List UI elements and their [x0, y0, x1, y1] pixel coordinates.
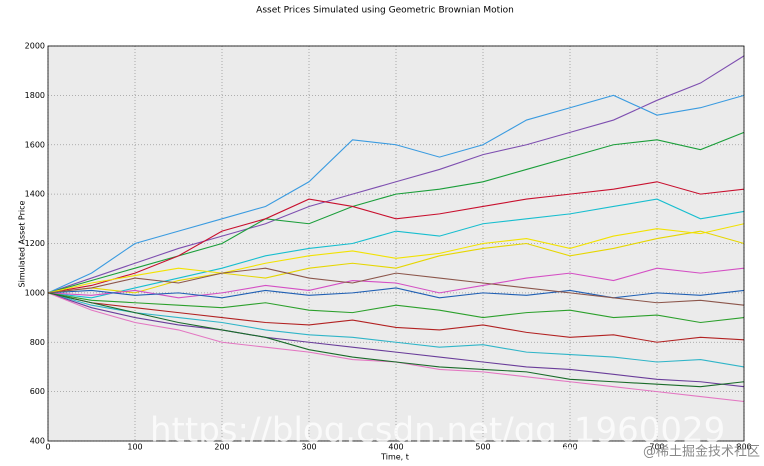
x-tick-label: 100: [127, 443, 142, 452]
price-path: [47, 292, 745, 324]
price-path: [47, 292, 745, 388]
price-path: [47, 181, 745, 294]
y-tick-label: 1200: [25, 239, 45, 248]
y-tick-label: 2000: [25, 42, 45, 51]
x-tick-label: 500: [475, 443, 490, 452]
watermark: https://blog.csdn.net/qq_1960029: [150, 411, 725, 451]
x-axis-label: Time, t: [380, 453, 409, 462]
y-tick-label: 600: [30, 387, 45, 396]
price-path: [47, 223, 745, 294]
plot-frame: [47, 45, 745, 442]
price-path: [47, 292, 745, 343]
y-axis-label: Simulated Asset Price: [18, 200, 27, 287]
watermark: @稀土掘金技术社区: [643, 444, 760, 460]
price-path: [47, 292, 745, 368]
x-tick-label: 300: [301, 443, 316, 452]
y-tick-label: 400: [30, 437, 45, 446]
y-tick-label: 1600: [25, 140, 45, 149]
x-tick-label: 200: [214, 443, 229, 452]
x-tick-label: 700: [649, 443, 664, 452]
y-tick-label: 1000: [25, 288, 45, 297]
price-path: [47, 267, 745, 299]
y-tick-label: 1800: [25, 91, 45, 100]
price-path: [47, 94, 745, 294]
price-path: [47, 230, 745, 294]
y-tick-label: 800: [30, 338, 45, 347]
price-path: [47, 287, 745, 299]
price-path: [47, 267, 745, 306]
price-path: [47, 292, 745, 388]
x-tick-label: 600: [562, 443, 577, 452]
price-path: [47, 55, 745, 294]
chart-title: Asset Prices Simulated using Geometric B…: [256, 6, 514, 16]
y-tick-label: 1400: [25, 190, 45, 199]
x-tick-label: 400: [388, 443, 403, 452]
price-path: [47, 131, 745, 294]
x-tick-label: 0: [45, 443, 50, 452]
x-tick-label: 800: [736, 443, 751, 452]
